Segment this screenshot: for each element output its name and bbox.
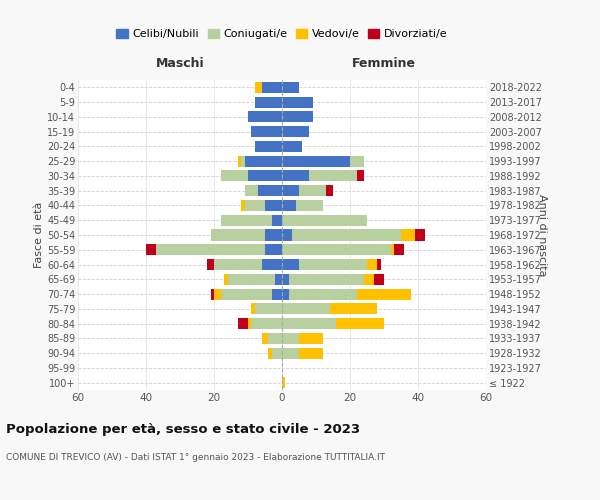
Bar bbox=[258, 185, 282, 196]
Bar bbox=[282, 288, 289, 300]
Bar bbox=[357, 170, 364, 181]
Bar bbox=[221, 288, 272, 300]
Bar bbox=[299, 259, 367, 270]
Bar bbox=[227, 274, 275, 285]
Y-axis label: Anni di nascita: Anni di nascita bbox=[538, 194, 547, 276]
Bar bbox=[282, 141, 302, 152]
Bar bbox=[255, 96, 282, 108]
Bar bbox=[262, 82, 282, 93]
Bar bbox=[265, 200, 282, 211]
Bar bbox=[255, 304, 282, 314]
Bar bbox=[282, 274, 289, 285]
Bar bbox=[214, 288, 221, 300]
Bar bbox=[238, 318, 248, 329]
Legend: Celibi/Nubili, Coniugati/e, Vedovi/e, Divorziati/e: Celibi/Nubili, Coniugati/e, Vedovi/e, Di… bbox=[112, 24, 452, 44]
Bar bbox=[268, 348, 272, 358]
Bar bbox=[214, 259, 262, 270]
Bar bbox=[292, 230, 401, 240]
Bar bbox=[326, 185, 333, 196]
Bar bbox=[337, 318, 384, 329]
Bar bbox=[282, 185, 299, 196]
Bar bbox=[245, 200, 265, 211]
Text: Popolazione per età, sesso e stato civile - 2023: Popolazione per età, sesso e stato civil… bbox=[6, 422, 360, 436]
Bar bbox=[272, 348, 282, 358]
Bar bbox=[221, 214, 272, 226]
Bar bbox=[238, 156, 241, 166]
Bar bbox=[282, 126, 309, 137]
Bar bbox=[146, 244, 156, 256]
Bar bbox=[282, 244, 391, 256]
Bar bbox=[282, 200, 296, 211]
Bar bbox=[299, 333, 323, 344]
Bar bbox=[299, 348, 323, 358]
Bar bbox=[282, 170, 309, 181]
Bar bbox=[329, 304, 377, 314]
Bar bbox=[350, 156, 364, 166]
Bar bbox=[364, 274, 374, 285]
Bar bbox=[282, 112, 313, 122]
Bar bbox=[282, 96, 313, 108]
Bar bbox=[282, 230, 292, 240]
Y-axis label: Fasce di età: Fasce di età bbox=[34, 202, 44, 268]
Bar bbox=[156, 244, 265, 256]
Bar bbox=[241, 156, 245, 166]
Bar bbox=[377, 259, 380, 270]
Bar bbox=[282, 259, 299, 270]
Bar bbox=[251, 126, 282, 137]
Bar bbox=[394, 244, 404, 256]
Bar bbox=[224, 274, 227, 285]
Bar bbox=[391, 244, 394, 256]
Bar bbox=[268, 333, 282, 344]
Bar bbox=[401, 230, 415, 240]
Bar bbox=[221, 170, 248, 181]
Bar bbox=[289, 288, 357, 300]
Bar bbox=[282, 348, 299, 358]
Bar bbox=[309, 170, 357, 181]
Bar bbox=[367, 259, 377, 270]
Bar bbox=[374, 274, 384, 285]
Bar bbox=[282, 333, 299, 344]
Text: Femmine: Femmine bbox=[352, 56, 416, 70]
Bar bbox=[211, 288, 214, 300]
Text: COMUNE DI TREVICO (AV) - Dati ISTAT 1° gennaio 2023 - Elaborazione TUTTITALIA.IT: COMUNE DI TREVICO (AV) - Dati ISTAT 1° g… bbox=[6, 452, 385, 462]
Bar bbox=[265, 230, 282, 240]
Text: Maschi: Maschi bbox=[155, 56, 205, 70]
Bar bbox=[265, 244, 282, 256]
Bar bbox=[357, 288, 411, 300]
Bar bbox=[282, 377, 286, 388]
Bar bbox=[207, 259, 214, 270]
Bar bbox=[248, 170, 282, 181]
Bar bbox=[262, 333, 268, 344]
Bar bbox=[272, 288, 282, 300]
Bar bbox=[299, 185, 326, 196]
Bar bbox=[245, 185, 258, 196]
Bar bbox=[248, 318, 251, 329]
Bar bbox=[282, 318, 337, 329]
Bar bbox=[275, 274, 282, 285]
Bar bbox=[282, 156, 350, 166]
Bar bbox=[282, 304, 329, 314]
Bar bbox=[251, 318, 282, 329]
Bar bbox=[255, 82, 262, 93]
Bar bbox=[282, 82, 299, 93]
Bar bbox=[211, 230, 265, 240]
Bar bbox=[415, 230, 425, 240]
Bar bbox=[282, 214, 367, 226]
Bar bbox=[296, 200, 323, 211]
Bar bbox=[262, 259, 282, 270]
Bar bbox=[255, 141, 282, 152]
Bar bbox=[248, 112, 282, 122]
Bar bbox=[289, 274, 364, 285]
Bar bbox=[251, 304, 255, 314]
Bar bbox=[272, 214, 282, 226]
Bar bbox=[245, 156, 282, 166]
Bar bbox=[241, 200, 245, 211]
